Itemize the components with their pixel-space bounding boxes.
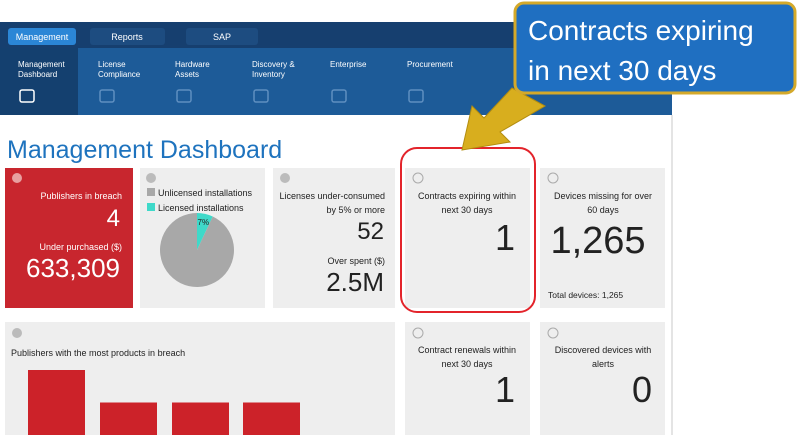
menu-icon (331, 89, 347, 103)
card-icon (12, 173, 22, 183)
menu-icon (408, 89, 424, 103)
card-label: alerts (592, 359, 615, 369)
legend-swatch (147, 188, 155, 196)
licenses-card[interactable] (273, 168, 395, 308)
menu-label: Enterprise (330, 60, 367, 69)
card-label: next 30 days (441, 359, 493, 369)
card-icon (412, 172, 424, 184)
bar (100, 402, 157, 435)
card-icon (547, 172, 559, 184)
page-title: Management Dashboard (7, 136, 282, 164)
card-value: 2.5M (326, 267, 384, 297)
legend-label: Licensed installations (158, 203, 244, 213)
card-value: 1 (495, 369, 515, 410)
pie-label: 7% (198, 218, 210, 227)
tab-label[interactable]: Reports (111, 32, 143, 42)
card-value: 4 (107, 205, 120, 232)
card-value: 0 (632, 369, 652, 410)
callout (513, 1, 797, 95)
tab-label[interactable]: SAP (213, 32, 231, 42)
card-value: 633,309 (26, 253, 120, 283)
callout-text: Contracts expiring (528, 15, 754, 46)
alerts-card[interactable] (540, 322, 665, 435)
menu-label: Assets (175, 70, 199, 79)
pie-chart: Unlicensed installations Licensed install… (147, 188, 253, 287)
card-icon (280, 173, 290, 183)
card-label: Devices missing for over (554, 191, 652, 201)
card-label: Contracts expiring within (418, 191, 516, 201)
menu-active (0, 48, 78, 115)
menu-label: Procurement (407, 60, 454, 69)
menu-icon (19, 89, 35, 103)
card-icon (146, 173, 156, 183)
menu-label: Inventory (252, 70, 285, 79)
tab[interactable] (186, 28, 258, 45)
card-label: Contract renewals within (418, 345, 516, 355)
menu-label: Discovery & (252, 60, 295, 69)
tab-label[interactable]: Management (16, 32, 69, 42)
menu-label: Compliance (98, 70, 141, 79)
menu-label: Dashboard (18, 70, 57, 79)
card-label: Under purchased ($) (39, 242, 122, 252)
legend-swatch (147, 203, 155, 211)
legend-label: Unlicensed installations (158, 188, 253, 198)
callout-text: in next 30 days (528, 55, 716, 86)
card-label: next 30 days (441, 205, 493, 215)
menu-label: Management (18, 60, 65, 69)
bar (28, 370, 85, 435)
menu-icon (176, 89, 192, 103)
card-value: 52 (357, 218, 384, 245)
bar (243, 402, 300, 435)
card-icon (12, 328, 22, 338)
menu-label: Hardware (175, 60, 210, 69)
menu-icon (253, 89, 269, 103)
renewals-card[interactable] (405, 322, 530, 435)
card-icon (547, 327, 559, 339)
card-label: Publishers in breach (40, 191, 122, 201)
card-value: 1,265 (550, 220, 645, 262)
card-label: Publishers with the most products in bre… (11, 348, 185, 358)
callout-arrow (461, 87, 547, 151)
card-value: 1 (495, 217, 515, 258)
card-label: 60 days (587, 205, 619, 215)
pie-slice (197, 213, 213, 250)
breach-card[interactable] (5, 168, 133, 308)
bar (172, 402, 229, 435)
tab[interactable] (90, 28, 165, 45)
menu-label: License (98, 60, 126, 69)
card-label: by 5% or more (326, 205, 385, 215)
menu-icon (99, 89, 115, 103)
contracts-card[interactable] (405, 168, 530, 308)
card-label: Licenses under-consumed (279, 191, 385, 201)
bar-chart (28, 370, 300, 435)
card-footer: Total devices: 1,265 (548, 290, 623, 300)
devices-card[interactable] (540, 168, 665, 308)
tab-active[interactable] (8, 28, 76, 45)
card-label: Over spent ($) (327, 256, 385, 266)
card-label: Discovered devices with (555, 345, 652, 355)
pie-slice (160, 213, 235, 287)
card-icon (412, 327, 424, 339)
